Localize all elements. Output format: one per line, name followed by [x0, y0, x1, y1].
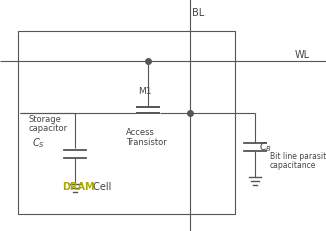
Text: $C_S$: $C_S$: [32, 135, 45, 149]
Text: Cell: Cell: [90, 181, 111, 191]
Text: Transistor: Transistor: [126, 137, 167, 146]
Text: WL: WL: [295, 50, 310, 60]
Text: M1: M1: [138, 87, 152, 96]
Text: Bit line parasitic: Bit line parasitic: [270, 151, 326, 160]
Text: capacitor: capacitor: [28, 123, 67, 132]
Text: Storage: Storage: [28, 115, 61, 123]
Bar: [18, 32, 235, 214]
Text: BL: BL: [192, 8, 204, 18]
Text: $C_B$: $C_B$: [259, 139, 272, 153]
Text: DRAM: DRAM: [62, 181, 95, 191]
Text: Access: Access: [126, 128, 155, 137]
Text: capacitance: capacitance: [270, 160, 316, 169]
